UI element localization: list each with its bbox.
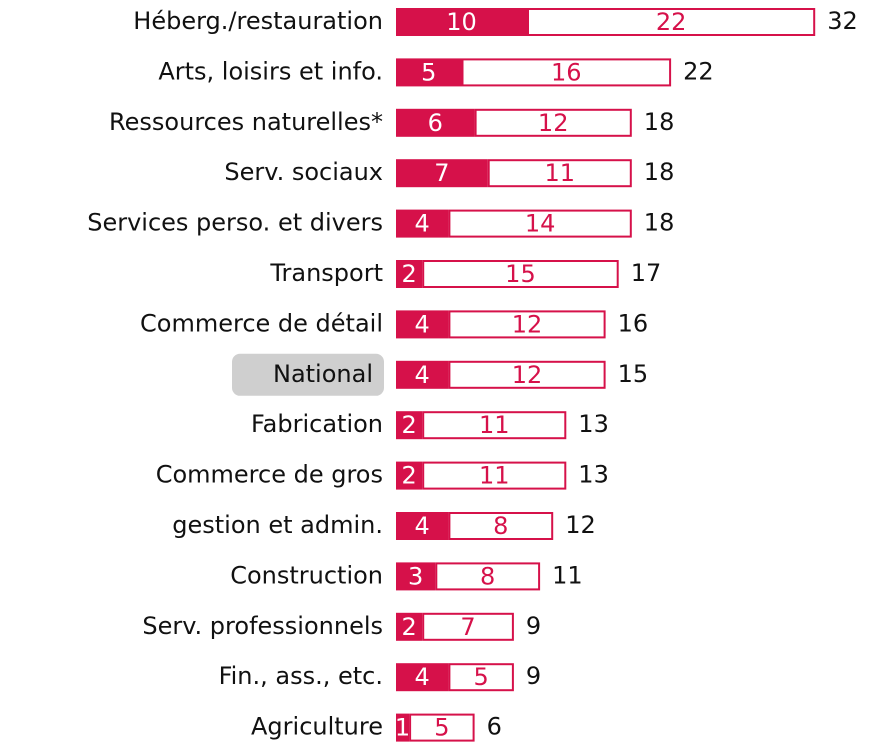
bar-segment (474, 108, 632, 137)
category-label: National (273, 360, 373, 388)
bar-segment (448, 512, 554, 540)
total-label: 9 (526, 612, 541, 640)
segment-label: 12 (512, 361, 543, 389)
bar-segment (396, 310, 449, 339)
bar-segment (422, 612, 514, 641)
bar-segment (396, 713, 410, 742)
bar-segment (422, 260, 619, 288)
total-label: 11 (552, 561, 583, 589)
category-label: gestion et admin. (172, 511, 383, 539)
segment-label: 2 (401, 613, 416, 641)
total-label: 18 (644, 209, 675, 237)
bar-segment (422, 461, 567, 490)
segment-label: 16 (551, 58, 582, 86)
bar-segment (396, 108, 475, 137)
category-label: Services perso. et divers (87, 209, 383, 237)
category-label: Transport (269, 259, 383, 287)
segment-label: 8 (493, 512, 508, 540)
segment-label: 2 (401, 260, 416, 288)
category-label: Fabrication (251, 410, 383, 438)
total-label: 32 (827, 7, 858, 35)
total-label: 16 (618, 309, 649, 337)
segment-label: 11 (479, 411, 510, 439)
segment-label: 22 (656, 8, 687, 36)
total-label: 6 (487, 713, 502, 741)
bar-segment (396, 612, 423, 641)
segment-label: 7 (434, 159, 449, 187)
segment-label: 8 (480, 562, 495, 590)
bar-segment (396, 159, 488, 188)
segment-label: 12 (538, 109, 569, 137)
bar-segment (448, 663, 514, 692)
segment-label: 4 (415, 512, 430, 540)
bar-segment (435, 562, 541, 591)
total-label: 22 (683, 57, 714, 85)
segment-label: 15 (505, 260, 536, 288)
total-label: 12 (565, 511, 596, 539)
segment-label: 11 (479, 462, 510, 490)
bar-segment (396, 360, 449, 389)
bar-segment (396, 209, 449, 238)
segment-label: 10 (446, 8, 477, 36)
bar-segment (396, 512, 449, 540)
segment-label: 11 (544, 159, 575, 187)
bar-segment (396, 411, 423, 440)
category-label: Agriculture (251, 713, 383, 741)
segment-label: 4 (415, 663, 430, 691)
total-label: 9 (526, 662, 541, 690)
bar-segment (409, 713, 475, 742)
total-label: 13 (578, 410, 609, 438)
category-label: Commerce de gros (156, 461, 383, 489)
category-label: Construction (230, 561, 383, 589)
bar-segment (527, 8, 816, 36)
segment-label: 5 (434, 714, 449, 742)
total-label: 13 (578, 461, 609, 489)
category-label: Héberg./restauration (133, 7, 383, 35)
segment-label: 3 (408, 562, 423, 590)
total-label: 18 (644, 108, 675, 136)
segment-label: 2 (401, 411, 416, 439)
segment-label: 6 (428, 109, 443, 137)
highlight-box (232, 353, 384, 396)
segment-label: 7 (460, 613, 475, 641)
bar-segment (396, 58, 462, 87)
bar-segment (396, 461, 423, 490)
bar-segment (461, 58, 672, 87)
bar-segment (448, 310, 606, 339)
bar-segment (396, 260, 423, 288)
bar-segment (396, 562, 436, 591)
segment-label: 5 (474, 663, 489, 691)
segment-label: 12 (512, 310, 543, 338)
bar-segment (396, 8, 527, 36)
segment-label: 4 (415, 361, 430, 389)
bar-segment (448, 209, 632, 238)
segment-label: 1 (395, 714, 410, 742)
segment-label: 5 (421, 58, 436, 86)
bar-segment (396, 663, 449, 692)
category-label: Commerce de détail (140, 309, 383, 337)
segment-label: 4 (415, 210, 430, 238)
category-label: Ressources naturelles* (109, 108, 383, 136)
category-label: Serv. sociaux (224, 158, 383, 186)
segment-label: 14 (525, 210, 556, 238)
category-label: Fin., ass., etc. (219, 662, 383, 690)
total-label: 15 (618, 360, 649, 388)
total-label: 17 (631, 259, 662, 287)
bar-segment (448, 360, 606, 389)
total-label: 18 (644, 158, 675, 186)
bar-segment (487, 159, 632, 188)
segment-label: 4 (415, 310, 430, 338)
category-label: Serv. professionnels (142, 612, 383, 640)
segment-label: 2 (401, 462, 416, 490)
category-label: Arts, loisirs et info. (158, 57, 383, 85)
bar-segment (422, 411, 567, 440)
